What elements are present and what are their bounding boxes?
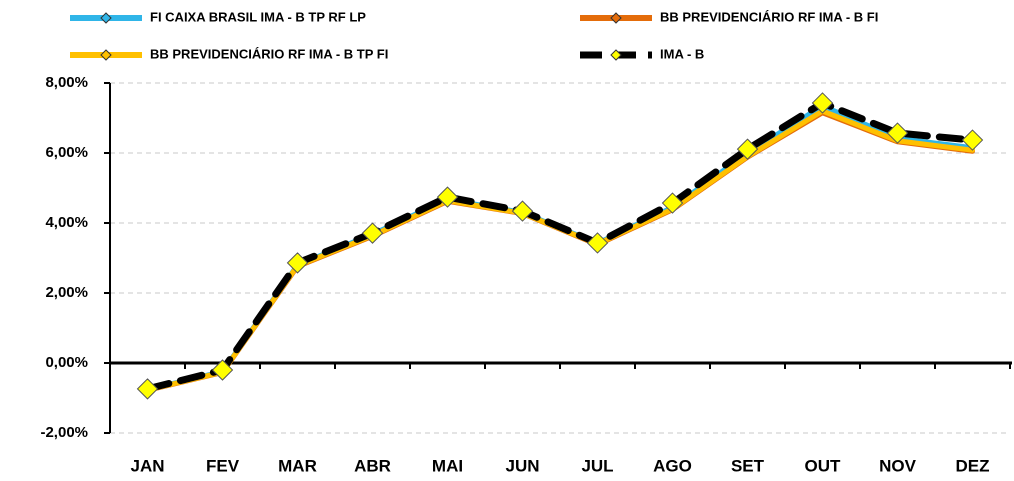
series-line bbox=[145, 103, 975, 393]
y-tick-label: -2,00% bbox=[40, 424, 88, 441]
x-tick-label: AGO bbox=[653, 456, 692, 475]
marker bbox=[436, 186, 459, 208]
x-tick-label: MAR bbox=[278, 456, 317, 475]
legend-marker bbox=[100, 12, 112, 24]
marker bbox=[136, 378, 159, 400]
marker bbox=[961, 129, 984, 151]
marker bbox=[211, 359, 234, 381]
marker bbox=[586, 232, 609, 254]
legend-marker bbox=[610, 12, 622, 24]
marker bbox=[661, 192, 684, 214]
x-tick-label: OUT bbox=[805, 456, 842, 475]
legend-marker bbox=[610, 49, 622, 61]
legend-label: FI CAIXA BRASIL IMA - B TP RF LP bbox=[150, 9, 366, 24]
x-tick-label: SET bbox=[731, 456, 765, 475]
marker bbox=[286, 252, 309, 274]
series-line bbox=[144, 99, 976, 393]
x-tick-label: FEV bbox=[206, 456, 240, 475]
marker bbox=[361, 222, 384, 244]
x-tick-label: JUN bbox=[505, 456, 539, 475]
x-tick-label: DEZ bbox=[956, 456, 990, 475]
x-tick-label: JUL bbox=[581, 456, 613, 475]
legend-label: BB PREVIDENCIÁRIO RF IMA - B FI bbox=[660, 9, 878, 24]
marker bbox=[811, 92, 834, 114]
x-tick-label: JAN bbox=[130, 456, 164, 475]
x-tick-label: ABR bbox=[354, 456, 391, 475]
x-tick-label: NOV bbox=[879, 456, 917, 475]
series-line bbox=[145, 110, 975, 393]
marker bbox=[886, 122, 909, 144]
legend-label: IMA - B bbox=[660, 46, 704, 61]
y-tick-label: 6,00% bbox=[45, 144, 88, 161]
legend-marker bbox=[100, 49, 112, 61]
y-tick-label: 0,00% bbox=[45, 354, 88, 371]
marker bbox=[511, 200, 534, 222]
y-tick-label: 8,00% bbox=[45, 74, 88, 91]
legend: FI CAIXA BRASIL IMA - B TP RF LP BB PREVI… bbox=[70, 9, 878, 61]
y-tick-label: 2,00% bbox=[45, 284, 88, 301]
y-tick-label: 4,00% bbox=[45, 214, 88, 231]
x-tick-label: MAI bbox=[432, 456, 463, 475]
legend-label: BB PREVIDENCIÁRIO RF IMA - B TP FI bbox=[150, 46, 388, 61]
marker bbox=[736, 138, 759, 160]
